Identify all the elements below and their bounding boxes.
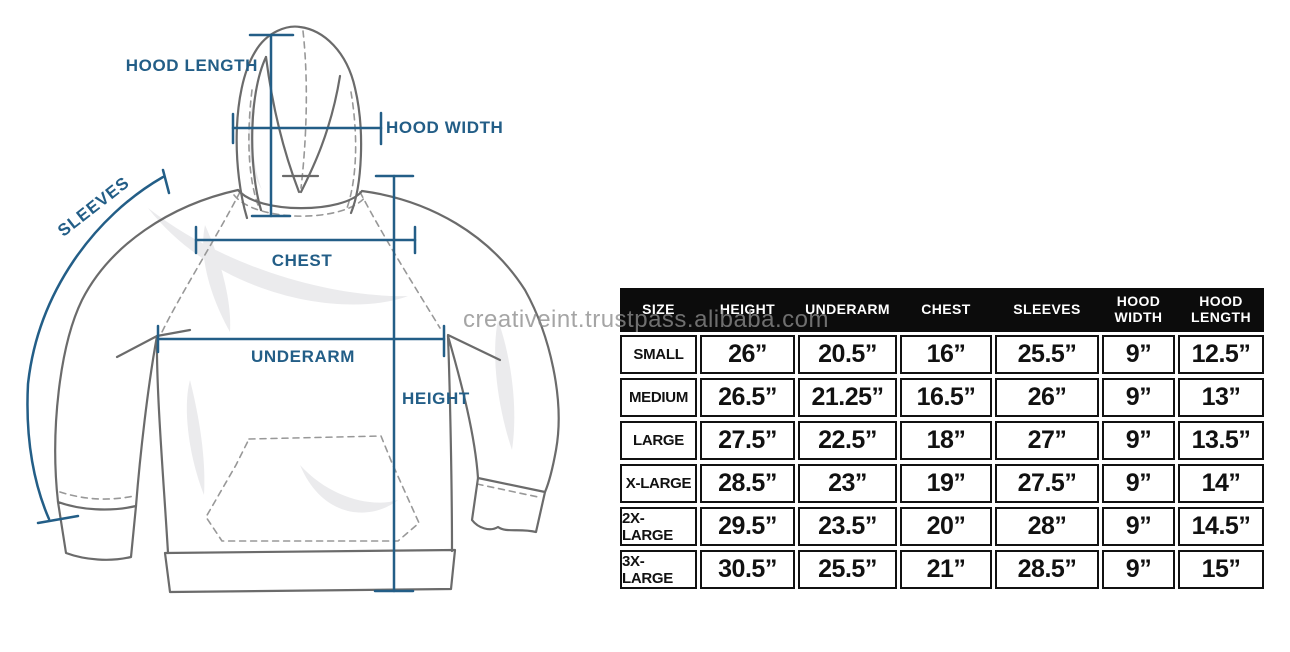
measurement-cell: 15” (1178, 550, 1264, 589)
measurement-cell: 28.5” (700, 464, 795, 503)
column-header-hood-length: HOOD LENGTH (1191, 293, 1251, 325)
table-body: SMALL 26” 20.5” 16” 25.5” 9” 12.5” MEDIUM 26.5” 2… (620, 332, 1264, 589)
measurement-cell: 29.5” (700, 507, 795, 546)
measurement-cell: 26.5” (700, 378, 795, 417)
measurement-cell: 26” (700, 335, 795, 374)
hood-width-line (231, 111, 383, 146)
body-outline (155, 334, 170, 555)
measurement-cell: 28” (995, 507, 1099, 546)
label-underarm: UNDERARM (251, 347, 355, 366)
label-hood-length: HOOD LENGTH (125, 56, 258, 75)
measurement-cell: 26” (995, 378, 1099, 417)
measurement-cell: 20.5” (798, 335, 897, 374)
measurement-cell: 28.5” (995, 550, 1099, 589)
hoodie-diagram (26, 25, 560, 594)
measurement-cell: 9” (1102, 421, 1175, 460)
row-size-label: MEDIUM (620, 378, 697, 417)
table-header-row: SIZE HEIGHT UNDERARM CHEST SLEEVES HOOD WIDTH… (620, 288, 1264, 332)
seam-lines (59, 30, 539, 542)
column-header-underarm: UNDERARM (805, 301, 890, 318)
hood-outline (235, 25, 363, 220)
measurement-cell: 16” (900, 335, 992, 374)
measurement-cell: 25.5” (995, 335, 1099, 374)
measurement-cell: 19” (900, 464, 992, 503)
measurement-cell: 21” (900, 550, 992, 589)
measurement-cell: 14.5” (1178, 507, 1264, 546)
measurement-cell: 13” (1178, 378, 1264, 417)
measurement-cell: 27.5” (700, 421, 795, 460)
hood-length-line (248, 33, 295, 218)
column-header-hood-width: HOOD WIDTH (1114, 293, 1163, 325)
column-header-size: SIZE (642, 301, 675, 318)
measurement-cell: 9” (1102, 335, 1175, 374)
measurement-cell: 14” (1178, 464, 1264, 503)
column-header-chest: CHEST (921, 301, 971, 318)
measurement-cell: 23” (798, 464, 897, 503)
measurement-cell: 20” (900, 507, 992, 546)
height-line (373, 174, 415, 593)
collar-outline (236, 188, 364, 210)
label-chest: CHEST (271, 251, 333, 270)
left-sleeve (54, 188, 240, 504)
underarm-line (156, 324, 446, 358)
garment-outline (54, 25, 560, 594)
measurement-cell: 22.5” (798, 421, 897, 460)
measurement-cell: 9” (1102, 378, 1175, 417)
measurement-cell: 9” (1102, 507, 1175, 546)
measurement-cell: 9” (1102, 464, 1175, 503)
measurement-cell: 12.5” (1178, 335, 1264, 374)
measurement-cell: 30.5” (700, 550, 795, 589)
row-size-label: 3X-LARGE (620, 550, 697, 589)
dimension-lines (26, 33, 446, 593)
shadow-shapes (148, 95, 515, 513)
measurement-cell: 16.5” (900, 378, 992, 417)
measurement-cell: 27.5” (995, 464, 1099, 503)
size-chart-table: SIZE HEIGHT UNDERARM CHEST SLEEVES HOOD WIDTH… (620, 288, 1264, 589)
row-size-label: 2X-LARGE (620, 507, 697, 546)
label-hood-width: HOOD WIDTH (386, 118, 504, 137)
measurement-cell: 25.5” (798, 550, 897, 589)
row-size-label: LARGE (620, 421, 697, 460)
label-height: HEIGHT (402, 389, 470, 408)
chest-line (194, 225, 417, 255)
measurement-cell: 18” (900, 421, 992, 460)
sleeves-line (26, 168, 171, 525)
measurement-cell: 13.5” (1178, 421, 1264, 460)
right-sleeve (360, 189, 560, 494)
row-size-label: X-LARGE (620, 464, 697, 503)
hem-band (163, 548, 457, 594)
column-header-sleeves: SLEEVES (1013, 301, 1081, 318)
column-header-height: HEIGHT (719, 301, 776, 318)
row-size-label: SMALL (620, 335, 697, 374)
measurement-cell: 27” (995, 421, 1099, 460)
measurement-cell: 9” (1102, 550, 1175, 589)
measurement-cell: 21.25” (798, 378, 897, 417)
measurement-cell: 23.5” (798, 507, 897, 546)
